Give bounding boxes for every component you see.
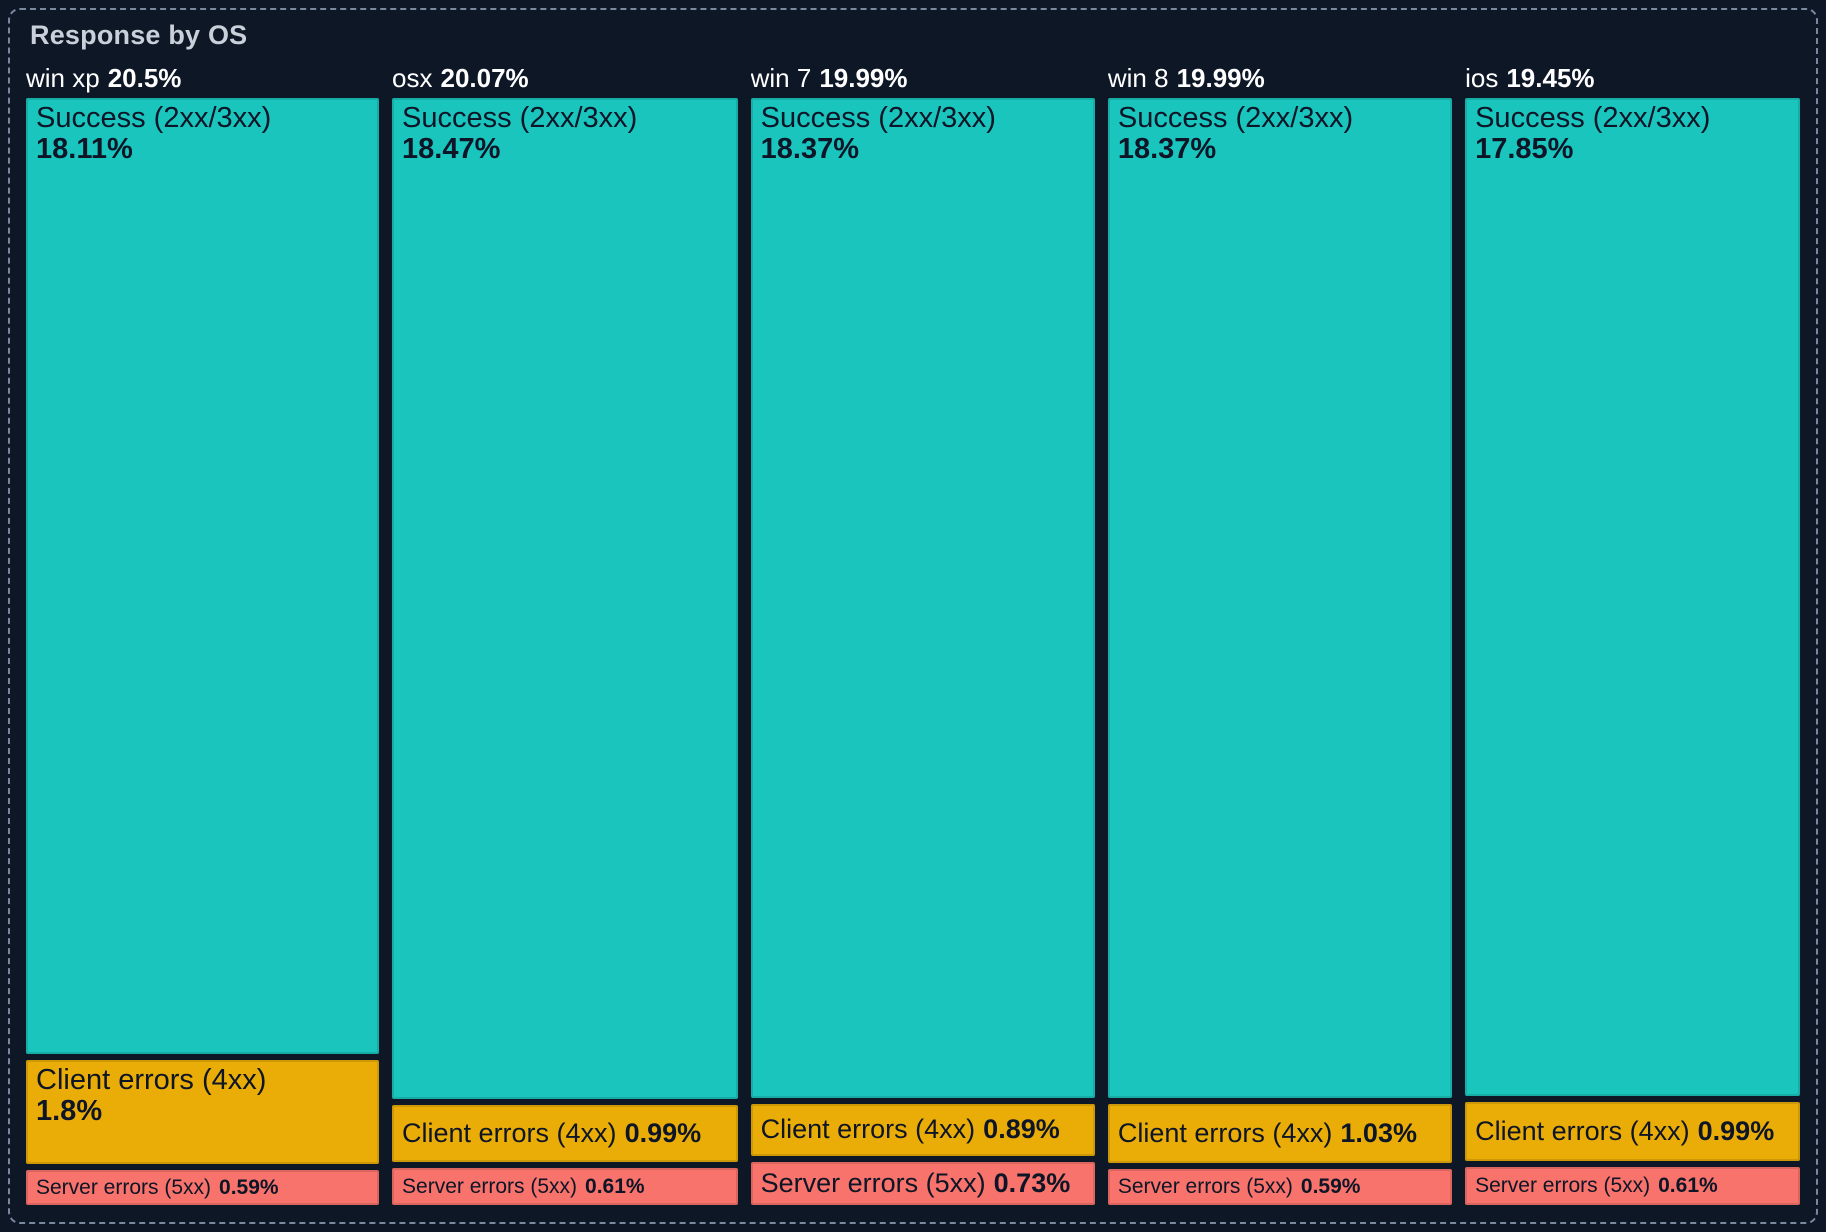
segment-success[interactable]: Success (2xx/3xx) 18.47% xyxy=(392,98,738,1100)
segment-value: 0.59% xyxy=(1300,1175,1361,1199)
segment-value: 0.61% xyxy=(585,1174,645,1198)
segment-value: 18.37% xyxy=(760,133,859,166)
os-column-header: win xp 20.5% xyxy=(26,63,379,98)
segment-client-errors[interactable]: Client errors (4xx) 1.03% xyxy=(1107,1103,1453,1164)
os-percent: 19.99% xyxy=(1176,63,1265,93)
segment-server-errors[interactable]: Server errors (5xx) 0.61% xyxy=(1465,1167,1801,1205)
segment-server-errors[interactable]: Server errors (5xx) 0.59% xyxy=(26,1170,380,1205)
segment-client-errors[interactable]: Client errors (4xx) 0.99% xyxy=(1465,1102,1801,1162)
os-percent: 19.99% xyxy=(819,63,908,93)
segment-label: Server errors (5xx) xyxy=(1117,1175,1293,1199)
segment-label: Success (2xx/3xx) xyxy=(1117,102,1354,134)
segment-label: Success (2xx/3xx) xyxy=(36,102,272,134)
segment-label: Client errors (4xx) xyxy=(36,1064,267,1097)
segment-value: 0.89% xyxy=(983,1114,1060,1145)
segment-server-errors[interactable]: Server errors (5xx) 0.61% xyxy=(392,1168,738,1205)
segment-value: 1.03% xyxy=(1340,1117,1417,1148)
segment-label: Success (2xx/3xx) xyxy=(1475,102,1711,134)
os-column-osx: osx 20.07% Success (2xx/3xx) 18.47% Clien… xyxy=(392,63,738,1205)
os-column-header: ios 19.45% xyxy=(1465,63,1800,98)
segment-value: 18.37% xyxy=(1117,133,1217,166)
segment-success[interactable]: Success (2xx/3xx) 18.11% xyxy=(26,98,380,1055)
segment-label: Client errors (4xx) xyxy=(1117,1117,1333,1148)
treemap-chart: win xp 20.5% Success (2xx/3xx) 18.11% Cli… xyxy=(26,63,1801,1205)
segment-value: 17.85% xyxy=(1475,133,1574,166)
os-name: osx xyxy=(392,63,433,93)
segment-label: Client errors (4xx) xyxy=(1475,1116,1690,1147)
segment-label: Server errors (5xx) xyxy=(1475,1174,1651,1198)
segment-success[interactable]: Success (2xx/3xx) 18.37% xyxy=(1107,98,1453,1098)
os-name: win 7 xyxy=(750,63,812,93)
os-column-ios: ios 19.45% Success (2xx/3xx) 17.85% Clien… xyxy=(1465,63,1801,1205)
os-column-body: Success (2xx/3xx) 18.37% Client errors (… xyxy=(1107,98,1453,1205)
segment-label: Client errors (4xx) xyxy=(760,1114,976,1145)
os-column-header: osx 20.07% xyxy=(392,63,738,98)
segment-client-errors[interactable]: Client errors (4xx) 0.99% xyxy=(392,1105,738,1163)
segment-success[interactable]: Success (2xx/3xx) 17.85% xyxy=(1465,98,1801,1097)
panel-title: Response by OS xyxy=(30,20,248,50)
os-column-body: Success (2xx/3xx) 18.11% Client errors (… xyxy=(26,98,380,1205)
segment-client-errors[interactable]: Client errors (4xx) 1.8% xyxy=(26,1060,380,1165)
segment-client-errors[interactable]: Client errors (4xx) 0.89% xyxy=(750,1103,1095,1156)
os-column-header: win 8 19.99% xyxy=(1108,63,1452,98)
segment-value: 0.61% xyxy=(1658,1174,1718,1198)
os-percent: 20.07% xyxy=(440,63,529,93)
segment-server-errors[interactable]: Server errors (5xx) 0.59% xyxy=(1107,1169,1453,1205)
segment-value: 0.99% xyxy=(624,1118,702,1149)
segment-label: Success (2xx/3xx) xyxy=(760,102,996,134)
os-name: ios xyxy=(1465,63,1499,93)
segment-label: Server errors (5xx) xyxy=(760,1167,986,1198)
os-column-win-7: win 7 19.99% Success (2xx/3xx) 18.37% Cli… xyxy=(750,63,1095,1205)
os-column-body: Success (2xx/3xx) 18.47% Client errors (… xyxy=(392,98,738,1205)
response-by-os-panel: Response by OS win xp 20.5% Success (2xx/… xyxy=(8,8,1818,1224)
segment-value: 0.99% xyxy=(1697,1116,1775,1147)
segment-label: Server errors (5xx) xyxy=(402,1174,578,1198)
os-name: win xp xyxy=(26,63,100,93)
segment-value: 0.73% xyxy=(993,1167,1071,1198)
segment-label: Success (2xx/3xx) xyxy=(402,102,638,134)
os-percent: 20.5% xyxy=(107,63,182,93)
segment-value: 1.8% xyxy=(36,1095,103,1128)
segment-value: 0.59% xyxy=(219,1175,279,1199)
segment-server-errors[interactable]: Server errors (5xx) 0.73% xyxy=(750,1161,1095,1205)
os-column-body: Success (2xx/3xx) 17.85% Client errors (… xyxy=(1465,98,1801,1205)
os-column-win-xp: win xp 20.5% Success (2xx/3xx) 18.11% Cli… xyxy=(26,63,380,1205)
segment-label: Client errors (4xx) xyxy=(402,1118,617,1149)
segment-value: 18.11% xyxy=(36,133,133,166)
os-column-body: Success (2xx/3xx) 18.37% Client errors (… xyxy=(750,98,1095,1205)
segment-label: Server errors (5xx) xyxy=(36,1175,212,1199)
os-column-win-8: win 8 19.99% Success (2xx/3xx) 18.37% Cli… xyxy=(1107,63,1453,1205)
os-name: win 8 xyxy=(1107,63,1169,93)
os-percent: 19.45% xyxy=(1506,63,1595,93)
os-column-header: win 7 19.99% xyxy=(751,63,1095,98)
segment-value: 18.47% xyxy=(402,133,501,166)
segment-success[interactable]: Success (2xx/3xx) 18.37% xyxy=(750,98,1095,1098)
